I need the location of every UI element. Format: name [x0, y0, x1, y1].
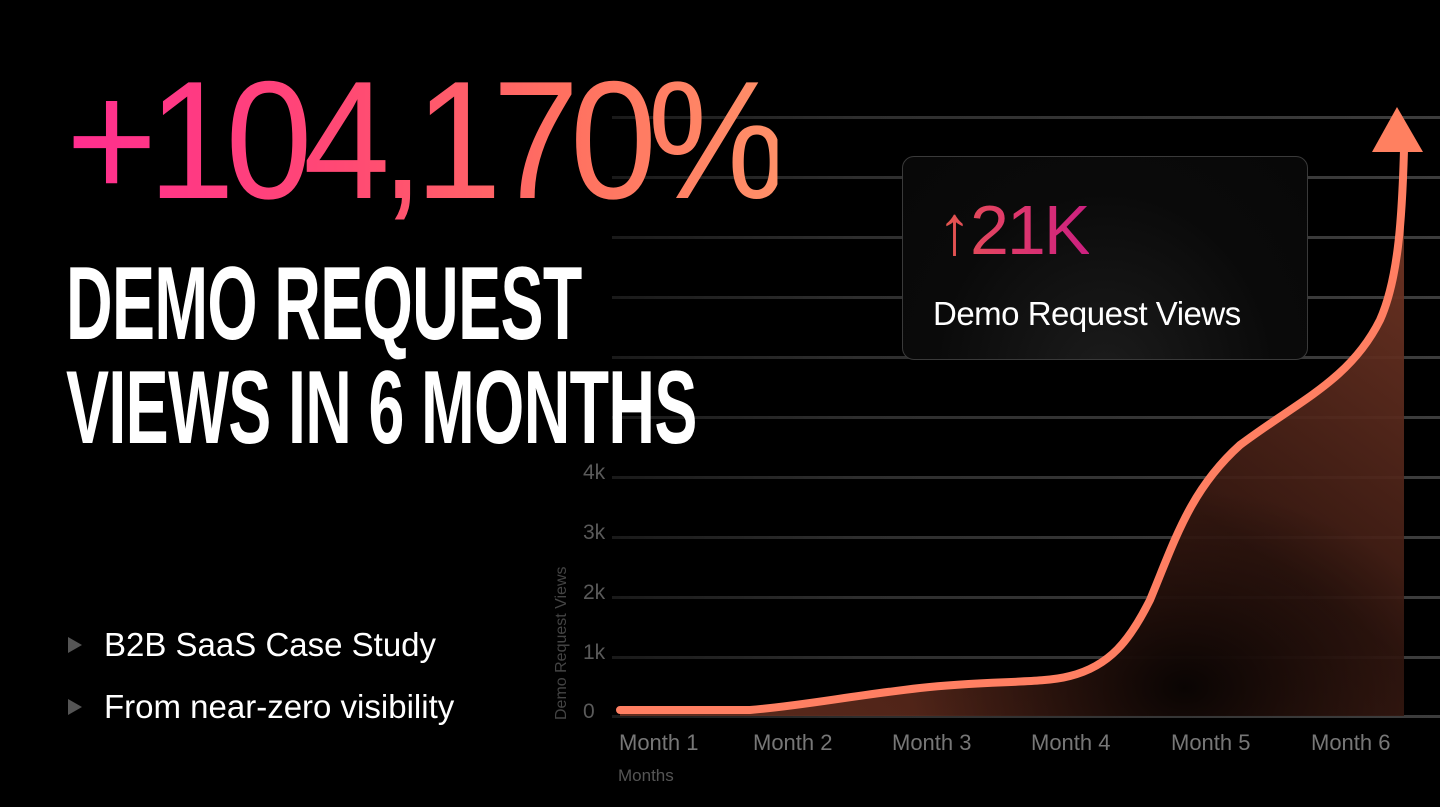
- bullet-item: From near-zero visibility: [68, 676, 454, 738]
- triangle-bullet-icon: [68, 699, 82, 715]
- y-tick: 0: [583, 700, 595, 723]
- x-tick: Month 2: [753, 730, 833, 755]
- arrow-up-icon: [1372, 107, 1423, 152]
- x-tick: Month 4: [1031, 730, 1111, 755]
- bullet-label: From near-zero visibility: [104, 688, 455, 725]
- bullet-item: B2B SaaS Case Study: [68, 614, 454, 676]
- headline-line-1: DEMO REQUEST: [66, 246, 582, 362]
- x-axis-label: Months: [618, 766, 674, 785]
- headline-line-2: VIEWS IN 6 MONTHS: [66, 350, 697, 466]
- y-tick: 3k: [583, 521, 606, 544]
- x-tick: Month 1: [619, 730, 699, 755]
- bullet-label: B2B SaaS Case Study: [104, 626, 437, 663]
- bullet-list: B2B SaaS Case Study From near-zero visib…: [68, 614, 454, 738]
- y-tick: 2k: [583, 581, 606, 604]
- triangle-bullet-icon: [68, 637, 82, 653]
- x-tick: Month 6: [1311, 730, 1391, 755]
- stat-card-value: ↑21K: [937, 191, 1091, 269]
- stat-card: ↑21K Demo Request Views: [902, 156, 1308, 360]
- data-line: [616, 146, 1408, 714]
- headline: DEMO REQUEST VIEWS IN 6 MONTHS: [66, 252, 697, 460]
- y-axis-label: Demo Request Views: [553, 566, 570, 720]
- stat-card-label: Demo Request Views: [933, 295, 1241, 332]
- y-tick: 4k: [583, 461, 606, 484]
- growth-percentage: +104,170%: [66, 46, 787, 234]
- y-tick: 1k: [583, 641, 606, 664]
- x-tick: Month 5: [1171, 730, 1251, 755]
- x-tick: Month 3: [892, 730, 972, 755]
